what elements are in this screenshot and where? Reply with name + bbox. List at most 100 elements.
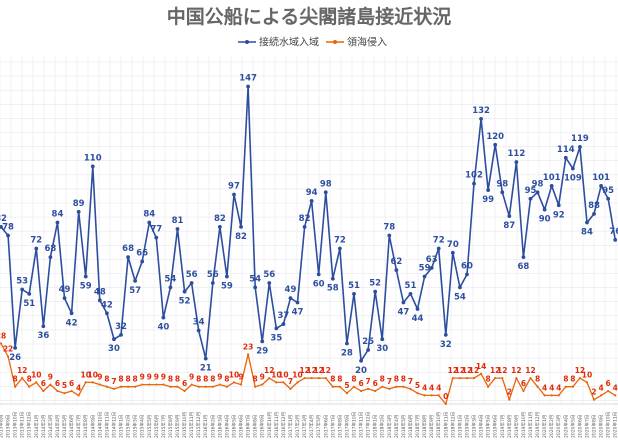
data-point-series-1	[324, 376, 327, 380]
data-point-series-0	[514, 160, 519, 164]
data-point-series-0	[578, 145, 582, 149]
data-label-series-1: 8	[535, 375, 540, 384]
x-tick-label: 2019年8月	[506, 415, 513, 438]
data-label-series-1: 8	[337, 375, 342, 384]
x-tick-label: 2014年2月	[40, 415, 47, 438]
data-point-series-1	[564, 385, 567, 388]
x-tick-label: 2017年5月	[315, 415, 322, 438]
data-point-series-0	[20, 287, 25, 292]
data-label-series-1: 8	[401, 375, 406, 384]
data-label-series-1: 8	[210, 375, 215, 384]
data-point-series-0	[168, 285, 173, 290]
data-label-series-1: 12	[525, 366, 535, 375]
data-point-series-0	[401, 300, 406, 305]
data-point-series-0	[225, 274, 229, 279]
data-point-series-0	[309, 199, 314, 203]
data-label-series-0: 112	[508, 149, 526, 159]
data-label-series-0: 78	[383, 223, 395, 233]
x-tick-label: 2015年2月	[125, 415, 132, 438]
data-point-series-1	[204, 385, 207, 388]
data-label-series-1: 4	[429, 383, 434, 392]
data-point-series-1	[614, 394, 617, 397]
data-label-series-1: 8	[486, 375, 491, 384]
data-point-series-0	[69, 311, 74, 316]
data-label-series-1: 12	[469, 366, 479, 375]
x-tick-label: 2017年8月	[336, 415, 343, 438]
data-label-series-1: 12	[313, 366, 323, 375]
data-label-series-0: 30	[108, 344, 120, 354]
data-point-series-0	[373, 289, 378, 294]
data-label-series-1: 8	[380, 375, 385, 384]
x-tick-label: 2020年8月	[591, 415, 598, 438]
data-label-series-0: 87	[503, 221, 515, 231]
data-label-series-1: 4	[556, 383, 561, 392]
x-tick-label: 2020年3月	[555, 415, 562, 438]
data-point-series-1	[543, 394, 546, 397]
data-label-series-1: 8	[196, 375, 201, 384]
data-label-series-0: 51	[348, 281, 360, 291]
data-label-series-0: 53	[16, 277, 28, 287]
data-point-series-1	[451, 376, 454, 380]
data-label-series-0: 57	[129, 286, 141, 296]
data-point-series-0	[34, 246, 39, 251]
data-point-series-0	[542, 207, 547, 212]
x-tick-label: 2013年10月	[12, 412, 19, 438]
x-tick-label: 2016年12月	[280, 412, 287, 438]
data-point-series-1	[289, 387, 292, 390]
data-label-series-1: 5	[415, 381, 420, 390]
series-line-1	[0, 343, 616, 405]
x-tick-label: 2013年12月	[26, 412, 33, 438]
x-tick-label: 2016年7月	[245, 415, 252, 438]
x-tick-label: 2016年2月	[209, 415, 216, 438]
x-tick-label: 2016年8月	[252, 415, 259, 438]
data-point-series-0	[119, 332, 123, 337]
data-point-series-1	[331, 385, 334, 388]
x-tick-label: 2017年3月	[301, 415, 308, 438]
data-point-series-0	[48, 255, 53, 260]
data-label-series-0: 99	[482, 195, 494, 205]
data-label-series-0: 78	[2, 223, 14, 233]
x-tick-label: 2016年10月	[266, 412, 273, 438]
data-point-series-1	[211, 385, 214, 388]
data-point-series-1	[261, 383, 264, 386]
data-label-series-1: 8	[118, 375, 123, 384]
data-label-series-1: 12	[264, 366, 274, 375]
x-tick-label: 2016年3月	[216, 415, 223, 438]
data-point-series-0	[154, 235, 159, 240]
data-point-series-1	[536, 385, 539, 388]
data-point-series-0	[394, 268, 399, 272]
data-point-series-1	[388, 387, 391, 390]
data-point-series-0	[592, 212, 596, 216]
x-tick-label: 2018年6月	[407, 415, 414, 438]
data-point-series-1	[190, 383, 193, 386]
data-point-series-0	[13, 345, 18, 350]
x-tick-label: 2014年10月	[96, 412, 103, 438]
data-point-series-1	[148, 383, 151, 386]
x-tick-label: 2014年12月	[110, 412, 117, 438]
data-point-series-0	[253, 285, 258, 290]
x-tick-label: 2019年11月	[527, 412, 534, 438]
x-tick-label: 2018年2月	[379, 415, 386, 438]
data-point-series-0	[217, 224, 222, 229]
x-tick-label: 2015年5月	[146, 415, 153, 438]
data-label-series-0: 56	[207, 270, 219, 280]
data-label-series-1: 12	[462, 366, 472, 375]
data-label-series-1: 28	[0, 332, 6, 341]
data-label-series-1: 9	[48, 373, 53, 382]
x-tick-label: 2014年4月	[54, 415, 61, 438]
data-point-series-1	[268, 376, 271, 380]
data-label-series-1: 12	[490, 366, 500, 375]
data-label-series-1: 5	[62, 381, 67, 390]
x-tick-label: 2015年12月	[195, 412, 202, 438]
data-label-series-0: 32	[440, 340, 452, 350]
data-point-series-1	[607, 389, 610, 393]
data-point-series-0	[345, 341, 349, 346]
data-label-series-1: 12	[448, 366, 458, 375]
data-point-series-1	[98, 383, 101, 386]
data-label-series-0: 62	[390, 257, 402, 267]
data-label-series-0: 37	[277, 311, 289, 321]
x-tick-label: 2015年7月	[160, 415, 167, 438]
data-label-series-0: 51	[23, 299, 35, 309]
data-label-series-0: 92	[553, 210, 565, 220]
legend-label-series-1: 領海侵入	[347, 36, 387, 49]
